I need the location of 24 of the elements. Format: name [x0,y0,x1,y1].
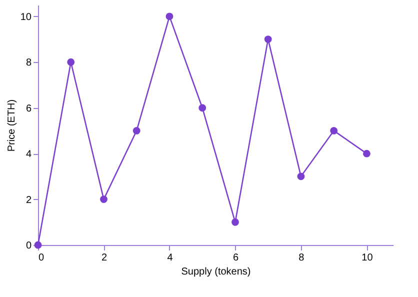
point [362,150,370,158]
point [264,36,272,43]
y-axis-title: Price (ETH) [6,99,18,152]
y-tick-label: 0 [26,240,32,252]
point [132,127,140,134]
x-tick-label: 0 [38,252,44,264]
x-axis-title: Supply (tokens) [181,266,251,278]
point [166,12,174,20]
y-tick-label: 8 [26,58,32,69]
x-tick-label: 10 [362,252,374,264]
x-tick-label: 6 [232,252,239,264]
y-tick-label: 2 [26,194,32,206]
x-tick-label: 4 [167,252,174,264]
point [297,172,305,180]
x-tick-label: 2 [101,252,108,264]
y-tick-label: 6 [26,103,32,114]
point [67,58,75,66]
y-tick-label: 4 [26,149,32,160]
point [100,196,108,203]
point [232,218,239,226]
y-tick-label: 10 [20,12,32,23]
point [198,104,206,112]
x-tick-label: 8 [298,252,305,264]
point [330,127,338,134]
